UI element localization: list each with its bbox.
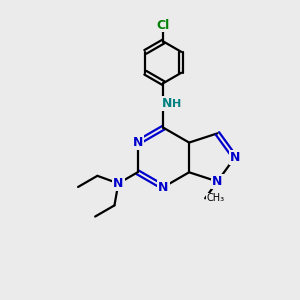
Text: CH₃: CH₃ xyxy=(207,193,225,203)
Text: N: N xyxy=(113,177,124,190)
Text: H: H xyxy=(172,99,182,109)
Text: N: N xyxy=(212,175,223,188)
Text: N: N xyxy=(230,151,240,164)
Text: N: N xyxy=(132,136,143,149)
Text: N: N xyxy=(158,181,169,194)
Text: Cl: Cl xyxy=(157,19,170,32)
Text: N: N xyxy=(162,98,172,110)
